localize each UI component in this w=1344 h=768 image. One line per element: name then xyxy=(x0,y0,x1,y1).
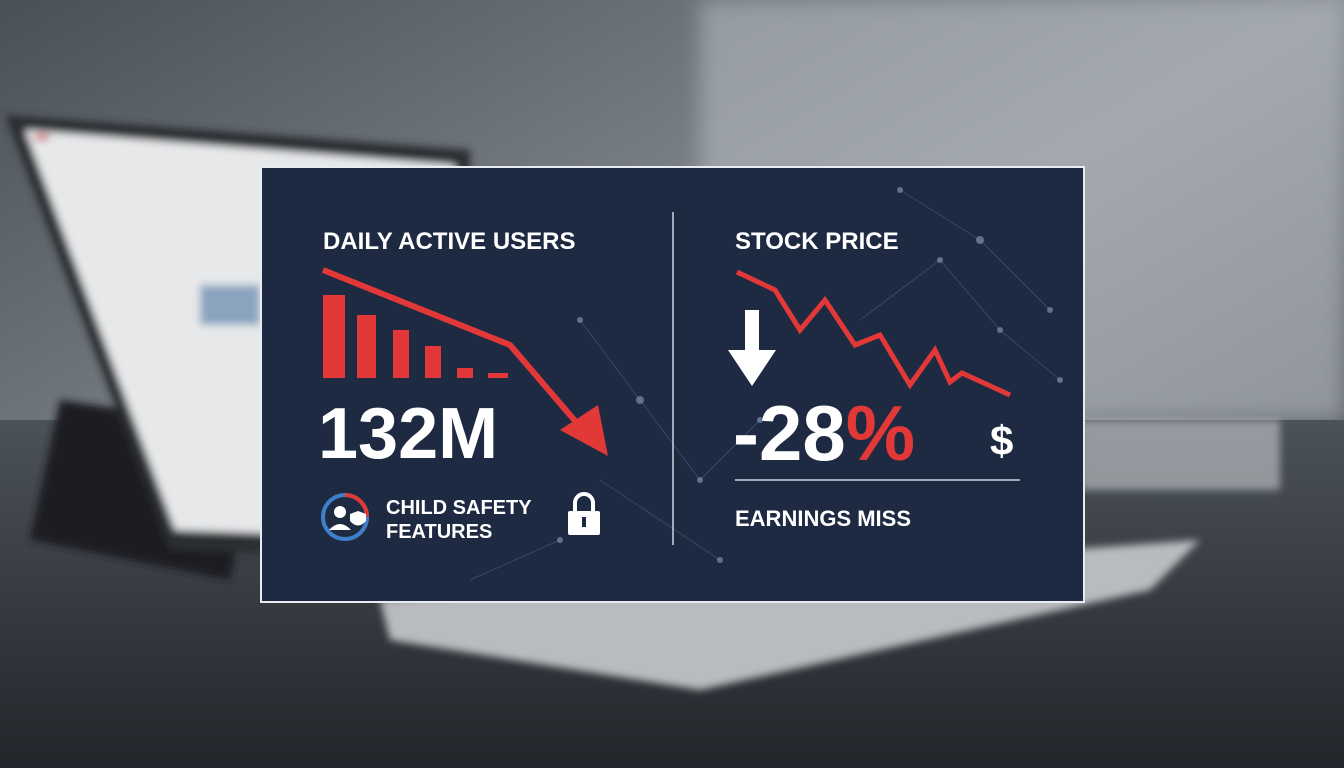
feature-line2: FEATURES xyxy=(386,521,492,543)
network-lines xyxy=(469,189,1061,581)
right-caption: EARNINGS MISS xyxy=(735,506,911,531)
left-title: DAILY ACTIVE USERS xyxy=(323,228,576,255)
lock-icon xyxy=(568,492,600,535)
stock-line xyxy=(735,269,1012,398)
stock-metric-number: -28 xyxy=(733,389,846,477)
users-metric: 132M xyxy=(318,394,498,474)
feature-line1: CHILD SAFETY xyxy=(386,497,532,519)
currency-symbol: $ xyxy=(990,417,1013,464)
user-bars xyxy=(323,295,508,378)
right-title: STOCK PRICE xyxy=(735,228,899,255)
trend-arrowhead xyxy=(560,405,608,456)
safety-icon xyxy=(321,493,369,541)
stock-metric: -28% xyxy=(733,389,915,477)
stock-metric-unit: % xyxy=(846,389,915,477)
network-dots xyxy=(557,187,1063,563)
trend-arrow xyxy=(321,267,591,438)
down-arrow xyxy=(728,310,776,386)
